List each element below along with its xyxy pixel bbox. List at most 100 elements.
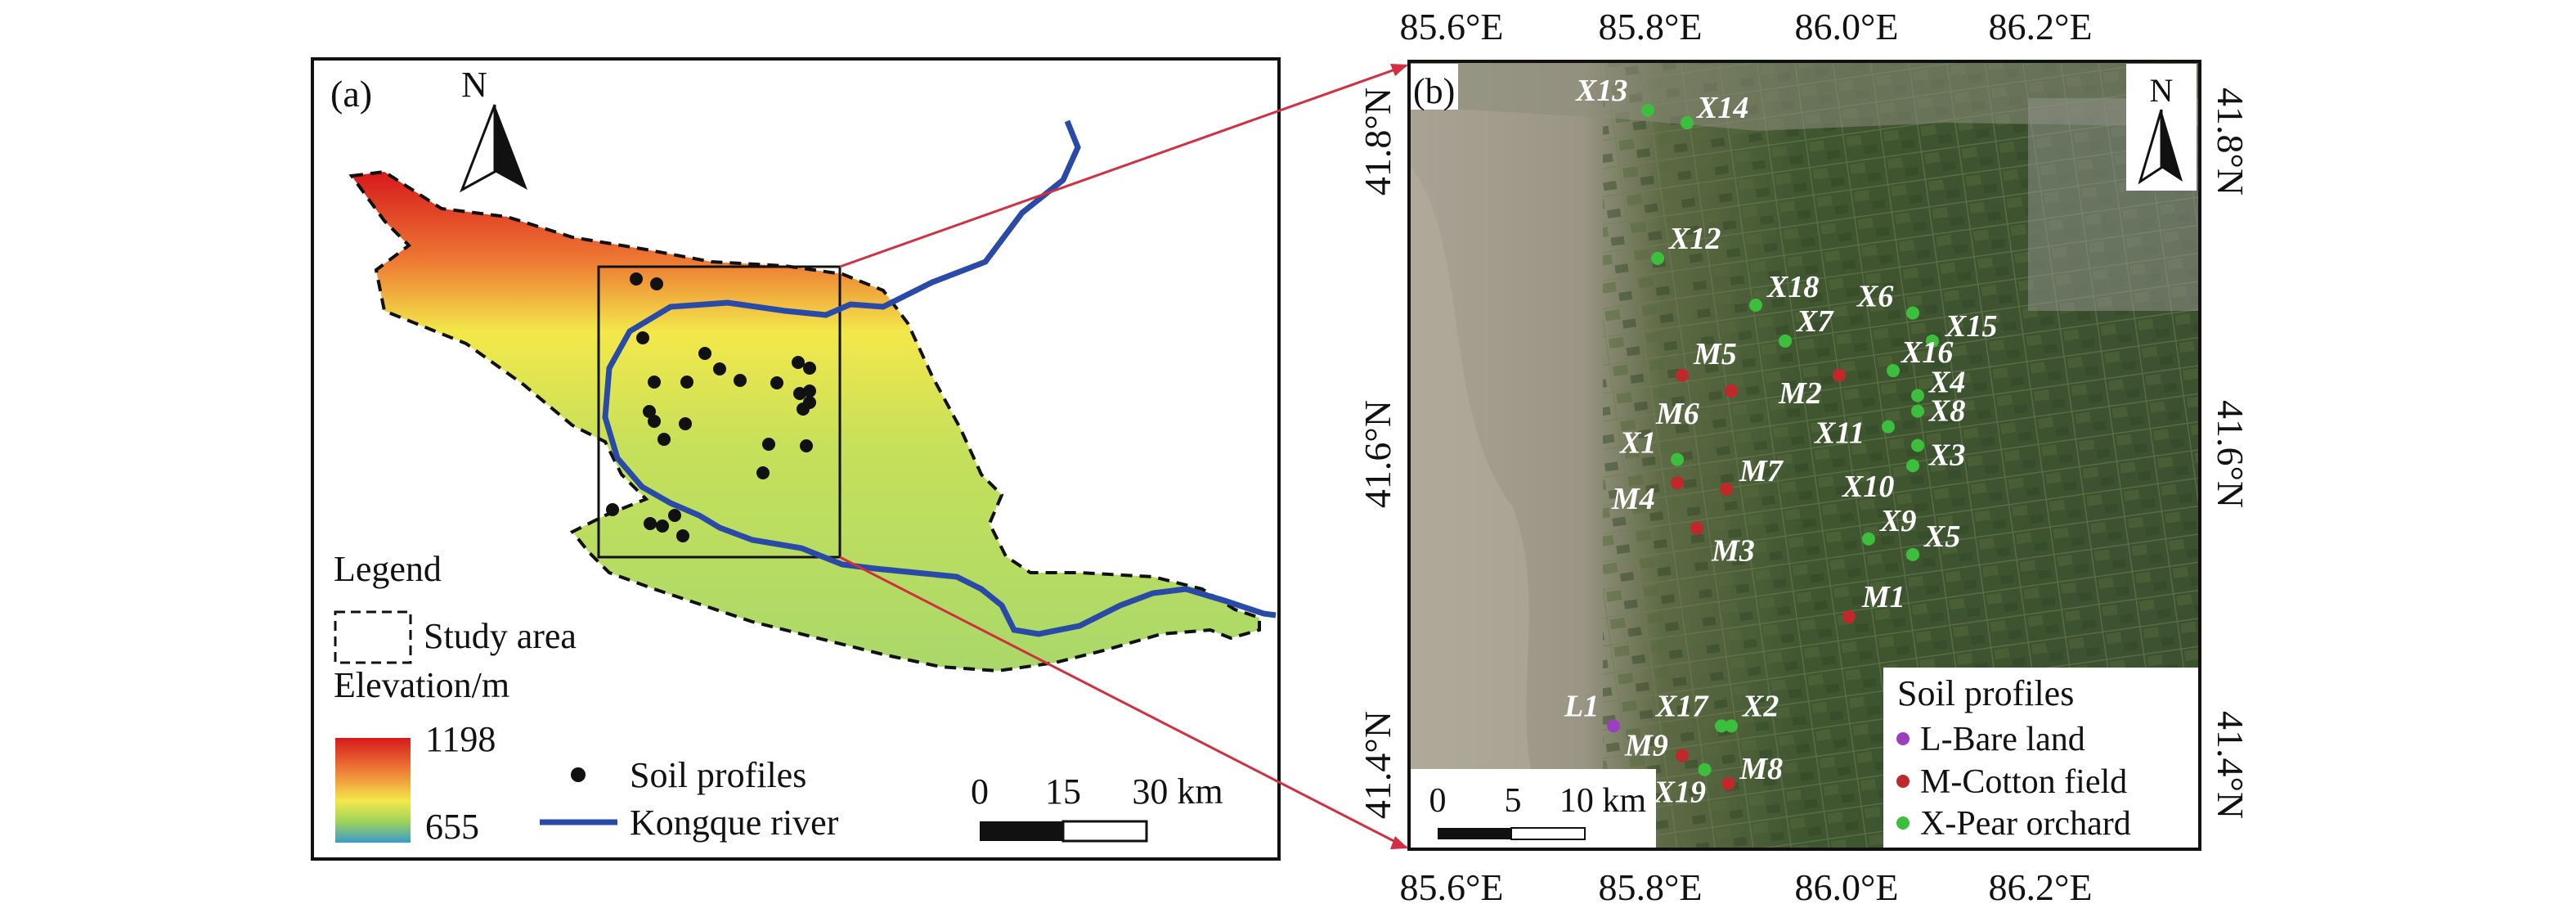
scale-b-10: 10 km [1560, 782, 1647, 820]
site-label-m2: M2 [1778, 376, 1822, 411]
legend-b-swatch-x [1896, 816, 1910, 830]
kongque-river [602, 119, 1277, 637]
site-label-m5: M5 [1693, 337, 1737, 371]
site-label-x17: X17 [1655, 689, 1709, 723]
site-marker-m8 [1721, 776, 1735, 790]
site-label-m8: M8 [1739, 752, 1783, 786]
site-label-m3: M3 [1711, 533, 1755, 568]
site-marker-x5 [1906, 547, 1919, 561]
site-marker-x9 [1862, 532, 1875, 546]
legend-study-area: Study area [424, 616, 577, 656]
legend-b: Soil profiles L-Bare land M-Cotton field… [1883, 668, 2198, 848]
scale-b-5: 5 [1505, 782, 1522, 820]
legend-b-m: M-Cotton field [1920, 763, 2127, 801]
legend-b-swatch-m [1896, 775, 1910, 788]
profile-dot [800, 439, 813, 452]
connector-lines [839, 64, 1408, 849]
profile-dot [756, 466, 770, 479]
profile-dot [657, 433, 671, 446]
site-marker-x19 [1698, 762, 1712, 776]
legend-soil-profiles: Soil profiles [630, 755, 806, 795]
profile-dot [668, 509, 681, 522]
lat-left-2: 41.4°N [1357, 711, 1398, 819]
site-label-x9: X9 [1879, 504, 1916, 538]
site-marker-x1 [1671, 452, 1684, 466]
zoom-extent-box [597, 265, 841, 559]
site-label-x6: X6 [1856, 280, 1893, 314]
profile-dot [770, 376, 783, 389]
panel-b-frame [1407, 60, 2201, 851]
site-label-m6: M6 [1655, 397, 1699, 431]
scale-a-30: 30 km [1132, 771, 1223, 812]
soil-profile-sites: X13 X14 X12 X18 X6 X15 X7 X16 M5 M2 X4 M6 X8 X11 X3 X1 X… [1564, 74, 1997, 810]
site-marker-m3 [1690, 521, 1703, 535]
site-label-m7: M7 [1739, 454, 1784, 488]
lat-right-1: 41.6°N [2210, 400, 2251, 508]
profile-dot [648, 376, 661, 389]
soil-profile-swatch [571, 767, 586, 782]
site-label-x12: X12 [1668, 222, 1721, 256]
panel-a-label: (a) [330, 73, 372, 115]
site-marker-m5 [1676, 368, 1689, 382]
lon-bottom-1: 85.8°E [1599, 866, 1703, 908]
lon-top-0: 85.6°E [1400, 6, 1504, 47]
profile-dot [643, 405, 656, 418]
lon-bottom-2: 86.0°E [1795, 866, 1899, 908]
profile-dot [644, 517, 657, 530]
site-marker-x15 [1926, 334, 1939, 348]
site-label-x15: X15 [1945, 309, 1997, 344]
profile-dot [650, 277, 663, 290]
legend-b-l: L-Bare land [1920, 721, 2085, 758]
site-marker-x17 [1715, 719, 1728, 733]
lat-left-0: 41.8°N [1357, 88, 1398, 196]
site-marker-m2 [1833, 368, 1846, 382]
site-marker-x18 [1749, 299, 1762, 313]
legend-elevation-title: Elevation/m [334, 665, 509, 705]
profile-dot [606, 503, 619, 516]
lon-top-3: 86.2°E [1989, 6, 2093, 47]
lat-left-1: 41.6°N [1357, 400, 1398, 508]
site-marker-x14 [1681, 116, 1694, 130]
legend-b-title: Soil profiles [1897, 673, 2074, 713]
scale-a-15: 15 [1045, 771, 1081, 812]
site-label-x13: X13 [1575, 74, 1627, 108]
site-label-m4: M4 [1611, 482, 1655, 516]
site-label-x7: X7 [1796, 304, 1834, 339]
legend-b-swatch-l [1896, 732, 1910, 745]
study-area-map [348, 169, 1261, 673]
elevation-min: 655 [425, 807, 479, 847]
site-label-x10: X10 [1842, 470, 1894, 504]
lon-top-1: 85.8°E [1599, 6, 1703, 47]
north-arrow-icon: N [460, 65, 527, 193]
site-marker-x3 [1911, 439, 1924, 452]
site-label-x5: X5 [1923, 519, 1960, 554]
elevation-colorbar [335, 738, 411, 843]
site-marker-m4 [1671, 476, 1684, 490]
site-label-x18: X18 [1766, 270, 1819, 304]
site-label-x16: X16 [1901, 335, 1953, 370]
bare-land-area [1409, 164, 1554, 849]
site-label-m1: M1 [1861, 580, 1905, 614]
site-marker-x16 [1887, 364, 1900, 378]
elevation-max: 1198 [425, 719, 496, 759]
coordinate-labels: 85.6°E 85.8°E 86.0°E 86.2°E 85.6°E 85.8°… [1357, 6, 2251, 908]
profile-dot [803, 362, 816, 375]
north-label-a: N [461, 65, 487, 105]
lat-right-2: 41.4°N [2210, 711, 2251, 819]
site-label-x11: X11 [1814, 416, 1865, 451]
lon-bottom-3: 86.2°E [1989, 866, 2093, 908]
site-label-m9: M9 [1624, 729, 1668, 763]
profile-dot [792, 356, 805, 369]
profile-dot [713, 362, 726, 376]
soil-profile-points-a [606, 272, 816, 542]
scale-b-0: 0 [1429, 782, 1447, 820]
site-marker-x13 [1641, 103, 1654, 117]
site-marker-l1 [1607, 719, 1620, 733]
site-marker-m6 [1725, 384, 1738, 398]
profile-dot [734, 374, 747, 387]
site-marker-x4 [1911, 389, 1924, 403]
site-marker-x7 [1779, 334, 1792, 348]
scale-a-0: 0 [971, 771, 989, 812]
